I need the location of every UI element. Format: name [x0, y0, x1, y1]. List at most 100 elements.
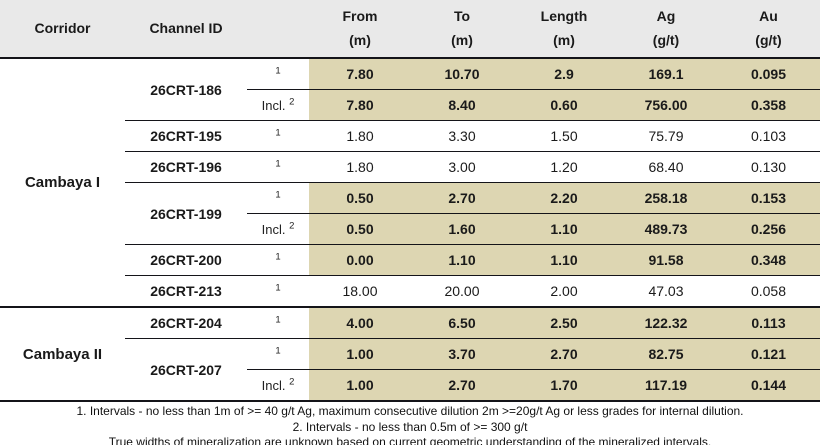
- au-cell: 0.130: [717, 151, 820, 183]
- length-cell: 2.50: [513, 307, 615, 339]
- interval-note-cell: Incl. 2: [247, 213, 309, 245]
- to-cell: 8.40: [411, 89, 513, 121]
- interval-note-cell: 1: [247, 307, 309, 339]
- table-row: 26CRT-200 1 0.00 1.10 1.10 91.58 0.348: [0, 244, 820, 276]
- length-cell: 1.50: [513, 120, 615, 152]
- interval-note-cell: 1: [247, 182, 309, 214]
- channel-id-cell: 26CRT-207: [125, 338, 247, 402]
- header-length-unit: (m): [553, 31, 575, 48]
- ag-cell: 91.58: [615, 244, 717, 276]
- header-ag-label: Ag: [656, 8, 676, 25]
- length-cell: 1.10: [513, 213, 615, 245]
- footnote-marker: 1: [275, 282, 281, 294]
- header-row: Corridor Channel ID From (m) To (m) Leng…: [0, 0, 820, 59]
- interval-note-cell: 1: [247, 151, 309, 183]
- channel-id-cell: 26CRT-195: [125, 120, 247, 152]
- ag-cell: 258.18: [615, 182, 717, 214]
- header-from-unit: (m): [349, 31, 371, 48]
- header-ag: Ag (g/t): [615, 0, 717, 59]
- to-cell: 6.50: [411, 307, 513, 339]
- from-cell: 1.80: [309, 120, 411, 152]
- interval-note-cell: 1: [247, 244, 309, 276]
- header-corridor: Corridor: [0, 0, 125, 59]
- length-cell: 2.70: [513, 338, 615, 370]
- header-from: From (m): [309, 0, 411, 59]
- drill-results-table: Corridor Channel ID From (m) To (m) Leng…: [0, 0, 820, 402]
- au-cell: 0.121: [717, 338, 820, 370]
- header-au-label: Au: [759, 8, 778, 25]
- header-au: Au (g/t): [717, 0, 820, 59]
- header-to-unit: (m): [451, 31, 473, 48]
- table-row: Cambaya I 26CRT-186 1 7.80 10.70 2.9 169.1 0.09…: [0, 58, 820, 308]
- from-cell: 18.00: [309, 275, 411, 308]
- footnote-marker: 1: [275, 189, 281, 201]
- footnote-marker: 1: [275, 158, 281, 170]
- interval-note-cell: Incl. 2: [247, 89, 309, 121]
- channel-id-cell: 26CRT-213: [125, 275, 247, 308]
- au-cell: 0.058: [717, 275, 820, 308]
- channel-id-cell: 26CRT-204: [125, 307, 247, 339]
- ag-cell: 47.03: [615, 275, 717, 308]
- table-row: Incl. 2 7.80 8.40 0.60 756.00 0.358: [0, 89, 820, 121]
- to-cell: 2.70: [411, 369, 513, 402]
- au-cell: 0.095: [717, 58, 820, 90]
- channel-id-cell: 26CRT-186: [125, 58, 247, 121]
- footnote-marker: 2: [289, 376, 295, 388]
- ag-cell: 117.19: [615, 369, 717, 402]
- to-cell: 3.70: [411, 338, 513, 370]
- au-cell: 0.113: [717, 307, 820, 339]
- ag-cell: 68.40: [615, 151, 717, 183]
- header-channel-id: Channel ID: [125, 0, 247, 59]
- footnote-marker: 1: [275, 314, 281, 326]
- table-header: Corridor Channel ID From (m) To (m) Leng…: [0, 0, 820, 59]
- corridor-cell: Cambaya II: [0, 307, 125, 402]
- from-cell: 0.00: [309, 244, 411, 276]
- from-cell: 0.50: [309, 182, 411, 214]
- table-body: Cambaya I 26CRT-186 1 7.80 10.70 2.9 169.1 0.09…: [0, 58, 820, 402]
- interval-note-cell: 1: [247, 338, 309, 370]
- from-cell: 1.00: [309, 369, 411, 402]
- ag-cell: 756.00: [615, 89, 717, 121]
- table-row: 26CRT-195 1 1.80 3.30 1.50 75.79 0.103: [0, 120, 820, 152]
- to-cell: 10.70: [411, 58, 513, 90]
- from-cell: 7.80: [309, 89, 411, 121]
- to-cell: 3.00: [411, 151, 513, 183]
- header-au-unit: (g/t): [755, 31, 782, 48]
- footnote-3: True widths of mineralization are unknow…: [108, 435, 712, 445]
- ag-cell: 82.75: [615, 338, 717, 370]
- footnotes: 1. Intervals - no less than 1m of >= 40 …: [0, 402, 820, 445]
- table-row: 26CRT-213 1 18.00 20.00 2.00 47.03 0.058: [0, 275, 820, 308]
- header-length-label: Length: [540, 8, 588, 25]
- corridor-cell: Cambaya I: [0, 58, 125, 308]
- to-cell: 2.70: [411, 182, 513, 214]
- from-cell: 1.80: [309, 151, 411, 183]
- footnote-marker: 2: [289, 96, 295, 108]
- from-cell: 4.00: [309, 307, 411, 339]
- length-cell: 2.9: [513, 58, 615, 90]
- footnote-marker: 1: [275, 127, 281, 139]
- from-cell: 0.50: [309, 213, 411, 245]
- au-cell: 0.103: [717, 120, 820, 152]
- table-row: 26CRT-196 1 1.80 3.00 1.20 68.40 0.130: [0, 151, 820, 183]
- interval-note-cell: Incl. 2: [247, 369, 309, 402]
- channel-id-cell: 26CRT-196: [125, 151, 247, 183]
- header-ag-unit: (g/t): [652, 31, 680, 48]
- to-cell: 1.60: [411, 213, 513, 245]
- ag-cell: 122.32: [615, 307, 717, 339]
- to-cell: 1.10: [411, 244, 513, 276]
- interval-note-cell: 1: [247, 275, 309, 308]
- au-cell: 0.348: [717, 244, 820, 276]
- footnote-marker: 1: [275, 251, 281, 263]
- header-length: Length (m): [513, 0, 615, 59]
- to-cell: 3.30: [411, 120, 513, 152]
- interval-note-cell: 1: [247, 120, 309, 152]
- au-cell: 0.358: [717, 89, 820, 121]
- au-cell: 0.144: [717, 369, 820, 402]
- length-cell: 2.00: [513, 275, 615, 308]
- au-cell: 0.153: [717, 182, 820, 214]
- channel-id-cell: 26CRT-200: [125, 244, 247, 276]
- table-row: 26CRT-207 1 1.00 3.70 2.70 82.75 0.121: [0, 338, 820, 402]
- ag-cell: 169.1: [615, 58, 717, 90]
- footnote-2: 2. Intervals - no less than 0.5m of >= 3…: [292, 419, 528, 434]
